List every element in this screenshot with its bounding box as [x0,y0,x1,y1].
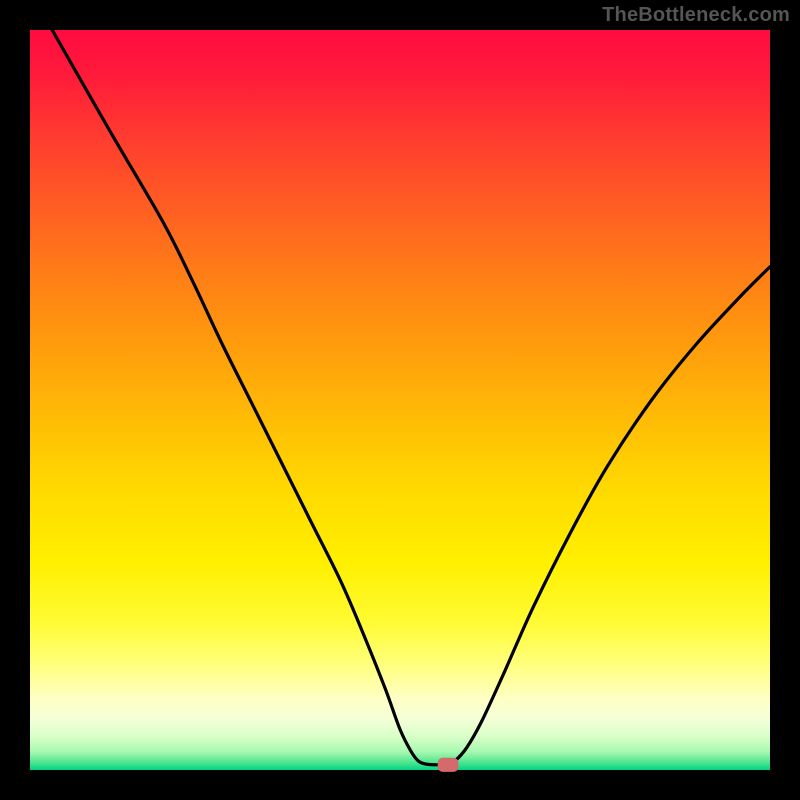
bottleneck-chart [0,0,800,800]
plot-background-gradient [30,30,770,770]
chart-container: TheBottleneck.com [0,0,800,800]
optimal-point-marker [438,758,459,772]
